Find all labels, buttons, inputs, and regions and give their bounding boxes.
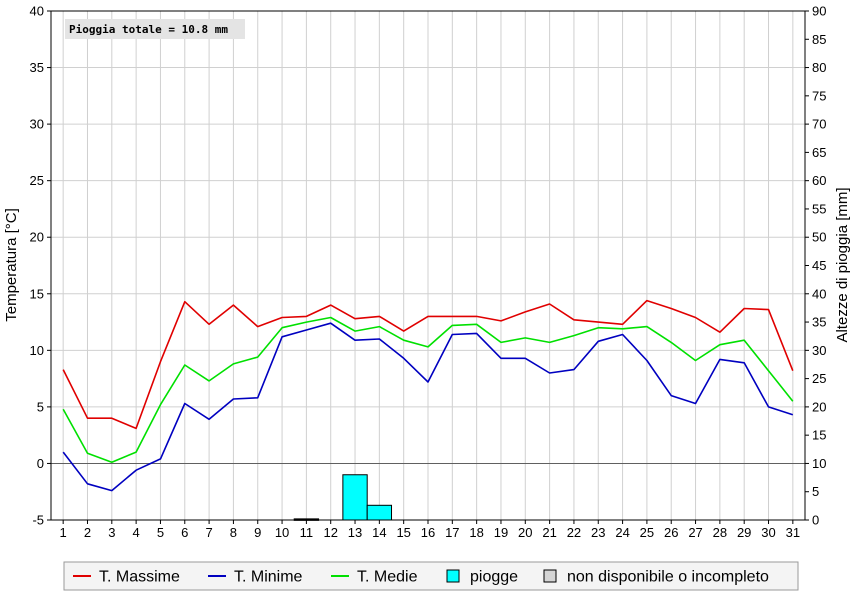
- left-tick-label: 25: [30, 173, 44, 188]
- x-tick-label: 10: [275, 525, 289, 540]
- x-tick-label: 13: [348, 525, 362, 540]
- x-tick-label: 21: [542, 525, 556, 540]
- x-tick-label: 11: [300, 525, 314, 540]
- annotation-box: [65, 19, 245, 39]
- right-tick-label: 75: [812, 88, 826, 103]
- x-tick-label: 17: [445, 525, 459, 540]
- right-tick-label: 80: [812, 60, 826, 75]
- rain-bar: [366, 504, 393, 521]
- x-tick-label: 5: [157, 525, 164, 540]
- x-tick-label: 16: [421, 525, 435, 540]
- left-axis-label: Temperatura [°C]: [3, 208, 20, 322]
- left-tick-label: 20: [30, 230, 44, 245]
- x-tick-label: 7: [205, 525, 212, 540]
- legend-swatch-box: [446, 569, 460, 583]
- right-tick-label: 35: [812, 315, 826, 330]
- right-tick-label: 55: [812, 201, 826, 216]
- x-tick-label: 3: [108, 525, 115, 540]
- right-tick-label: 15: [812, 428, 826, 443]
- x-tick-label: 29: [737, 525, 751, 540]
- x-tick-label: 25: [640, 525, 654, 540]
- left-tick-label: 10: [30, 343, 44, 358]
- x-tick-label: 12: [323, 525, 337, 540]
- legend-swatch-box: [543, 569, 557, 583]
- x-tick-label: 2: [84, 525, 91, 540]
- left-tick-label: 0: [37, 456, 44, 471]
- x-tick-label: 18: [469, 525, 483, 540]
- right-tick-label: 70: [812, 117, 826, 132]
- x-tick-label: 14: [372, 525, 386, 540]
- legend-label: T. Medie: [357, 569, 418, 586]
- right-tick-label: 50: [812, 230, 826, 245]
- x-tick-label: 22: [567, 525, 581, 540]
- x-tick-label: 23: [591, 525, 605, 540]
- x-tick-label: 26: [664, 525, 678, 540]
- left-tick-label: 15: [30, 286, 44, 301]
- x-tick-label: 27: [688, 525, 702, 540]
- right-tick-label: 65: [812, 145, 826, 160]
- x-tick-label: 24: [615, 525, 629, 540]
- legend: T. Massime T. Minime T. Medie piogge non dis…: [63, 561, 799, 591]
- x-tick-label: 1: [60, 525, 67, 540]
- right-axis-ticks: 0 5 10 15 20 25 30 35 40 45 50 55 60 65 70 75 80 85 90: [805, 4, 826, 528]
- legend-label: non disponibile o incompleto: [567, 569, 769, 586]
- x-tick-label: 8: [230, 525, 237, 540]
- legend-label: T. Massime: [99, 569, 180, 586]
- right-tick-label: 45: [812, 258, 826, 273]
- right-tick-label: 20: [812, 399, 826, 414]
- right-tick-label: 10: [812, 456, 826, 471]
- x-tick-label: 9: [254, 525, 261, 540]
- annotation-text: Pioggia totale = 10.8 mm: [69, 23, 228, 36]
- grid: [51, 10, 805, 521]
- right-tick-label: 40: [812, 286, 826, 301]
- legend-label: piogge: [470, 569, 518, 586]
- left-tick-label: 30: [30, 117, 44, 132]
- x-tick-label: 4: [133, 525, 140, 540]
- right-tick-label: 0: [812, 513, 819, 528]
- x-tick-label: 15: [396, 525, 410, 540]
- legend-frame: [63, 561, 799, 591]
- legend-label: T. Minime: [234, 569, 303, 586]
- x-tick-label: 28: [713, 525, 727, 540]
- left-tick-label: 35: [30, 60, 44, 75]
- right-tick-label: 90: [812, 4, 826, 19]
- series-line-t-medie: [62, 316, 794, 464]
- x-tick-label: 19: [494, 525, 508, 540]
- left-tick-label: 5: [37, 399, 44, 414]
- rain-bar: [342, 474, 368, 521]
- right-tick-label: 30: [812, 343, 826, 358]
- x-tick-label: 31: [786, 525, 800, 540]
- right-tick-label: 5: [812, 484, 819, 499]
- right-tick-label: 85: [812, 32, 826, 47]
- right-axis-label: Altezze di pioggia [mm]: [834, 187, 851, 342]
- right-tick-label: 25: [812, 371, 826, 386]
- left-tick-label: 40: [30, 4, 44, 19]
- right-tick-label: 60: [812, 173, 826, 188]
- rain-bars: [293, 474, 393, 521]
- x-tick-label: 6: [181, 525, 188, 540]
- series-line-t-minime: [62, 322, 794, 492]
- left-tick-label: -5: [32, 513, 44, 528]
- left-axis-ticks: -5 0 5 10 15 20 25 30 35 40: [30, 4, 51, 528]
- x-axis-ticks: 1 2 3 4 5 6 7 8 9 10 11 12 13 14 15 16 17 18 19 20 21 22 23 24 2…: [60, 520, 800, 540]
- temperature-lines: [62, 299, 794, 492]
- series-line-t-massime: [62, 299, 794, 430]
- x-tick-label: 20: [518, 525, 532, 540]
- x-tick-label: 30: [761, 525, 775, 540]
